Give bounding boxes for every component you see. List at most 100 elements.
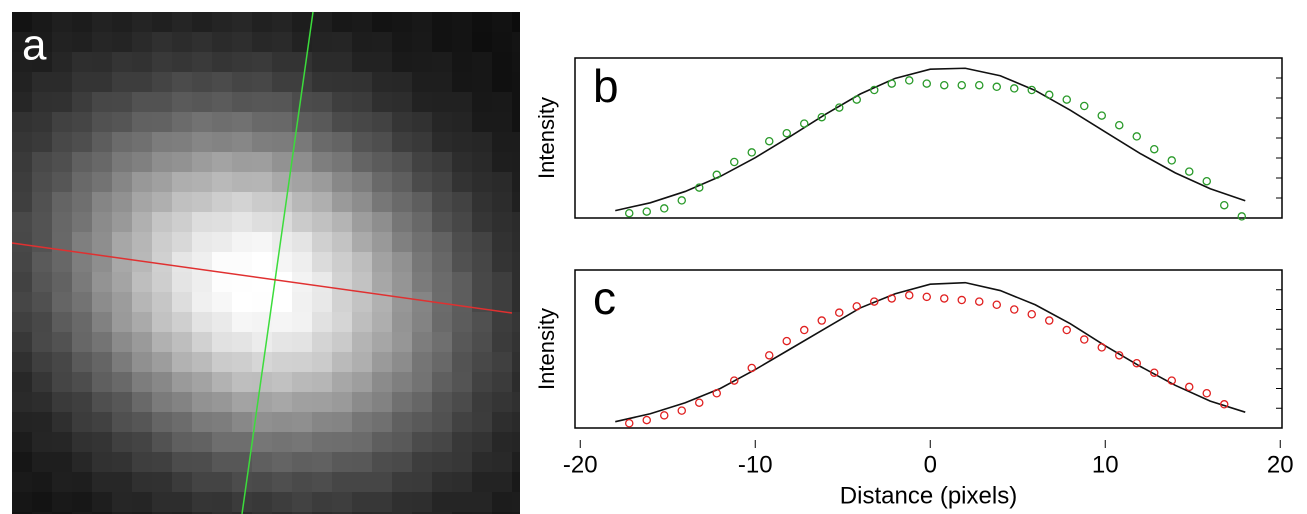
- pixel: [152, 432, 172, 452]
- pixel: [492, 372, 512, 392]
- pixel: [272, 312, 292, 332]
- pixel: [132, 472, 152, 492]
- pixel: [92, 292, 112, 312]
- pixel: [232, 432, 252, 452]
- pixel: [392, 52, 412, 72]
- pixel: [132, 172, 152, 192]
- pixel: [452, 512, 472, 514]
- pixel: [412, 272, 432, 292]
- pixel: [452, 132, 472, 152]
- pixel: [52, 32, 72, 52]
- pixel: [212, 312, 232, 332]
- pixel: [492, 452, 512, 472]
- pixel: [272, 232, 292, 252]
- pixel: [332, 172, 352, 192]
- pixel: [312, 112, 332, 132]
- pixel: [92, 392, 112, 412]
- pixel: [12, 212, 32, 232]
- pixel: [372, 292, 392, 312]
- pixel: [452, 52, 472, 72]
- pixel: [132, 312, 152, 332]
- pixel: [312, 352, 332, 372]
- pixel: [332, 192, 352, 212]
- pixel: [172, 352, 192, 372]
- pixel: [52, 152, 72, 172]
- pixel: [332, 352, 352, 372]
- pixel: [152, 492, 172, 512]
- pixel: [32, 12, 52, 32]
- pixel: [432, 292, 452, 312]
- pixel: [252, 232, 272, 252]
- data-point: [730, 157, 739, 167]
- pixel: [112, 212, 132, 232]
- pixel: [232, 472, 252, 492]
- pixel: [512, 412, 520, 432]
- pixel: [432, 352, 452, 372]
- pixel: [192, 152, 212, 172]
- pixel: [272, 512, 292, 514]
- pixel: [312, 412, 332, 432]
- data-point: [1097, 111, 1107, 120]
- pixel: [212, 452, 232, 472]
- pixel: [512, 332, 520, 352]
- pixel: [332, 452, 352, 472]
- data-point: [1237, 212, 1247, 221]
- pixel: [512, 72, 520, 92]
- x-axis-label: Distance (pixels): [840, 482, 1017, 509]
- pixel: [292, 92, 312, 112]
- pixel: [112, 452, 132, 472]
- pixel: [192, 372, 212, 392]
- pixel: [432, 512, 452, 514]
- pixel: [412, 72, 432, 92]
- pixel: [272, 172, 292, 192]
- pixel: [192, 452, 212, 472]
- pixel: [252, 152, 272, 172]
- pixel: [312, 272, 332, 292]
- pixel: [452, 172, 472, 192]
- pixel: [312, 72, 332, 92]
- pixel: [52, 52, 72, 72]
- pixel: [352, 72, 372, 92]
- pixel: [232, 72, 252, 92]
- pixel: [412, 172, 432, 192]
- pixel: [312, 452, 332, 472]
- pixel: [152, 272, 172, 292]
- data-point: [1150, 368, 1159, 377]
- data-point: [1202, 176, 1212, 186]
- pixel: [152, 92, 172, 112]
- data-point: [1150, 144, 1159, 154]
- pixel: [92, 452, 112, 472]
- pixel: [132, 152, 152, 172]
- pixel: [492, 12, 512, 32]
- data-point: [870, 85, 879, 95]
- data-point: [1080, 101, 1089, 111]
- pixel: [432, 472, 452, 492]
- pixel: [512, 232, 520, 252]
- pixel: [372, 52, 392, 72]
- pixel: [232, 352, 252, 372]
- pixel: [372, 512, 392, 514]
- pixel: [332, 412, 352, 432]
- pixel: [252, 512, 272, 514]
- pixel: [412, 312, 432, 332]
- pixel: [392, 412, 412, 432]
- pixel: [312, 312, 332, 332]
- pixel: [352, 472, 372, 492]
- pixel: [232, 12, 252, 32]
- pixel: [252, 312, 272, 332]
- pixel: [352, 192, 372, 212]
- pixel: [172, 472, 192, 492]
- data-point: [852, 302, 862, 311]
- pixel: [292, 512, 312, 514]
- pixel: [72, 392, 92, 412]
- pixel: [412, 212, 432, 232]
- pixel: [512, 272, 520, 292]
- pixel: [12, 332, 32, 352]
- pixel: [252, 332, 272, 352]
- pixel: [472, 452, 492, 472]
- pixel: [492, 272, 512, 292]
- pixel: [32, 132, 52, 152]
- pixel: [412, 52, 432, 72]
- pixel: [252, 372, 272, 392]
- pixel: [72, 312, 92, 332]
